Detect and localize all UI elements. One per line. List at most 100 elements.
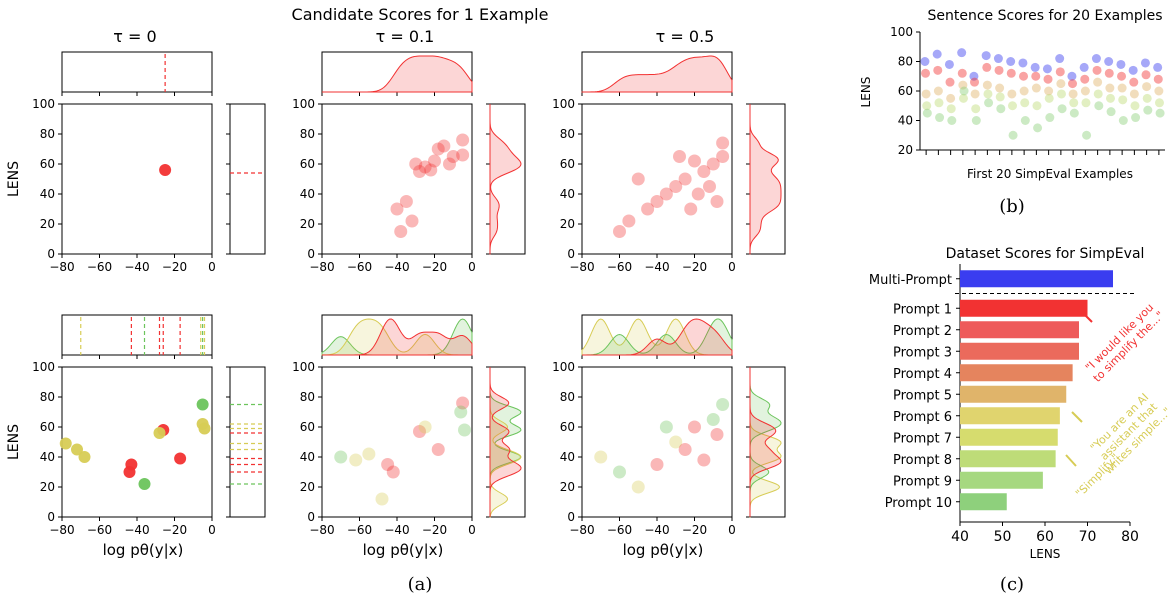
panel-b: 20 40 60 80 100 bbox=[890, 25, 1165, 157]
data-point bbox=[413, 165, 426, 178]
data-point bbox=[959, 86, 969, 96]
bar bbox=[960, 364, 1073, 382]
data-point bbox=[971, 104, 981, 114]
data-point bbox=[138, 478, 151, 490]
data-point bbox=[1129, 89, 1139, 99]
x-tick-label: −20 bbox=[162, 260, 187, 274]
data-point bbox=[613, 225, 626, 238]
y-tick-label: Prompt 6 bbox=[893, 410, 952, 425]
data-point bbox=[334, 450, 348, 464]
data-point bbox=[716, 398, 730, 411]
bar bbox=[960, 450, 1056, 468]
data-point bbox=[684, 202, 698, 216]
y-tick-label: Prompt 8 bbox=[893, 453, 952, 468]
data-point bbox=[659, 187, 673, 201]
data-point bbox=[944, 59, 954, 69]
y-tick-label: Multi-Prompt bbox=[869, 273, 952, 288]
y-tick-label: 60 bbox=[560, 157, 575, 171]
main-axes-frame bbox=[321, 366, 473, 518]
data-point bbox=[123, 466, 136, 478]
data-point bbox=[1044, 93, 1054, 103]
data-point bbox=[405, 214, 419, 228]
data-point bbox=[71, 443, 83, 456]
data-point bbox=[1129, 77, 1139, 87]
panel-a-col-title-3: τ = 0.5 bbox=[656, 27, 715, 46]
data-point bbox=[1130, 101, 1140, 111]
data-point bbox=[688, 420, 701, 434]
panel-b-xlabel: First 20 SimpEval Examples bbox=[967, 167, 1133, 181]
bar bbox=[960, 493, 1007, 511]
data-point bbox=[1055, 67, 1065, 77]
data-point bbox=[1007, 89, 1017, 99]
data-point bbox=[454, 405, 468, 419]
data-point bbox=[1042, 64, 1052, 74]
data-point bbox=[982, 80, 992, 90]
y-tick-label: 20 bbox=[40, 217, 55, 231]
y-tick-label: 40 bbox=[300, 187, 315, 201]
x-tick-label: −20 bbox=[422, 260, 447, 274]
data-point bbox=[703, 180, 716, 193]
y-tick-label: Prompt 4 bbox=[893, 367, 952, 382]
marginal-x-frame bbox=[61, 314, 213, 356]
data-point bbox=[375, 492, 389, 506]
data-point bbox=[933, 86, 943, 96]
data-point bbox=[945, 77, 955, 87]
data-point bbox=[933, 65, 943, 75]
marginal-x-density bbox=[582, 318, 733, 356]
data-point bbox=[1094, 101, 1104, 111]
data-point bbox=[946, 104, 956, 114]
y-tick-label: Prompt 7 bbox=[893, 431, 952, 446]
x-tick-label: 50 bbox=[994, 529, 1012, 545]
data-point bbox=[659, 420, 673, 434]
x-tick-label: 0 bbox=[728, 260, 736, 274]
data-point bbox=[1006, 68, 1016, 78]
data-point bbox=[1032, 101, 1042, 111]
y-tick-label: 60 bbox=[40, 420, 55, 434]
bar bbox=[960, 321, 1079, 339]
main-axes-frame bbox=[61, 103, 213, 255]
y-tick-label: 40 bbox=[300, 450, 315, 464]
data-point bbox=[437, 139, 451, 153]
y-tick-label: 20 bbox=[300, 480, 315, 494]
data-point bbox=[710, 428, 724, 441]
annotation-tick bbox=[1071, 411, 1083, 423]
y-tick-label: 20 bbox=[898, 143, 913, 157]
data-point bbox=[673, 150, 686, 163]
data-point bbox=[1104, 68, 1114, 78]
marginal-x-frame bbox=[61, 51, 213, 93]
panel-c-xlabel: LENS bbox=[1030, 547, 1061, 561]
data-point bbox=[1079, 62, 1089, 72]
panel-b-label: (b) bbox=[999, 196, 1025, 217]
y-tick-label: 20 bbox=[560, 217, 575, 231]
data-point bbox=[174, 452, 187, 465]
data-point bbox=[1092, 65, 1102, 75]
data-point bbox=[981, 51, 991, 61]
x-axis-label: log pθ(y|x) bbox=[363, 541, 444, 559]
data-point bbox=[1045, 113, 1055, 123]
data-point bbox=[1117, 83, 1127, 93]
y-tick-label: 80 bbox=[40, 127, 55, 141]
marginal-y-density bbox=[749, 104, 782, 255]
data-point bbox=[946, 93, 956, 103]
x-tick-label: 0 bbox=[468, 260, 476, 274]
x-tick-label: −20 bbox=[422, 523, 447, 537]
y-tick-label: 100 bbox=[890, 25, 913, 39]
data-point bbox=[934, 98, 944, 108]
data-point bbox=[428, 154, 441, 168]
data-point bbox=[1031, 71, 1041, 81]
y-tick-label: 80 bbox=[560, 390, 575, 404]
data-point bbox=[198, 422, 211, 435]
data-point bbox=[1033, 123, 1043, 133]
data-point bbox=[424, 163, 438, 177]
y-tick-label: Prompt 9 bbox=[893, 474, 952, 489]
x-axis-label: log pθ(y|x) bbox=[623, 541, 704, 559]
data-point bbox=[431, 142, 445, 156]
y-tick-label: 80 bbox=[300, 127, 315, 141]
data-point bbox=[458, 423, 471, 437]
data-point bbox=[1020, 98, 1030, 108]
bar bbox=[960, 299, 1088, 317]
data-point bbox=[159, 164, 172, 176]
panel-c-title: Dataset Scores for SimpEval bbox=[946, 246, 1145, 262]
data-point bbox=[1008, 130, 1018, 140]
y-tick-label: 40 bbox=[898, 114, 913, 128]
